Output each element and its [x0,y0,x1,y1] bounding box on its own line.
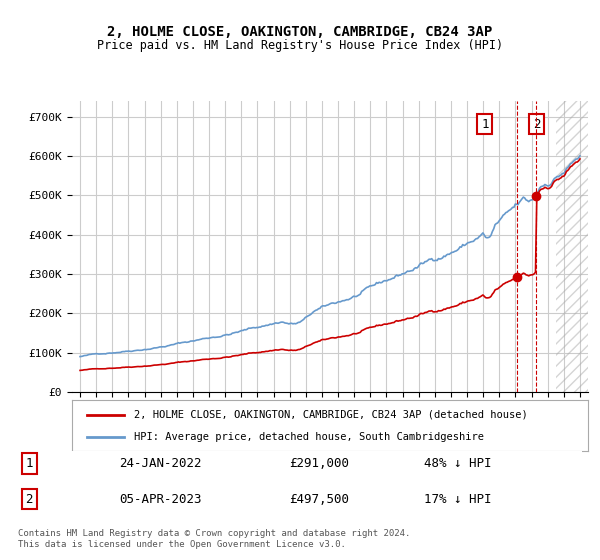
Text: £497,500: £497,500 [289,493,349,506]
Text: £291,000: £291,000 [289,457,349,470]
Text: 17% ↓ HPI: 17% ↓ HPI [424,493,491,506]
Text: HPI: Average price, detached house, South Cambridgeshire: HPI: Average price, detached house, Sout… [134,432,484,442]
Text: 1: 1 [481,118,488,130]
Text: 24-JAN-2022: 24-JAN-2022 [119,457,202,470]
Text: 2: 2 [533,118,540,130]
Text: 48% ↓ HPI: 48% ↓ HPI [424,457,491,470]
Text: 05-APR-2023: 05-APR-2023 [119,493,202,506]
Text: Contains HM Land Registry data © Crown copyright and database right 2024.
This d: Contains HM Land Registry data © Crown c… [18,529,410,549]
Text: 2, HOLME CLOSE, OAKINGTON, CAMBRIDGE, CB24 3AP: 2, HOLME CLOSE, OAKINGTON, CAMBRIDGE, CB… [107,25,493,39]
Text: 2, HOLME CLOSE, OAKINGTON, CAMBRIDGE, CB24 3AP (detached house): 2, HOLME CLOSE, OAKINGTON, CAMBRIDGE, CB… [134,409,527,419]
Text: Price paid vs. HM Land Registry's House Price Index (HPI): Price paid vs. HM Land Registry's House … [97,39,503,52]
Text: 2: 2 [26,493,33,506]
Text: 1: 1 [26,457,33,470]
